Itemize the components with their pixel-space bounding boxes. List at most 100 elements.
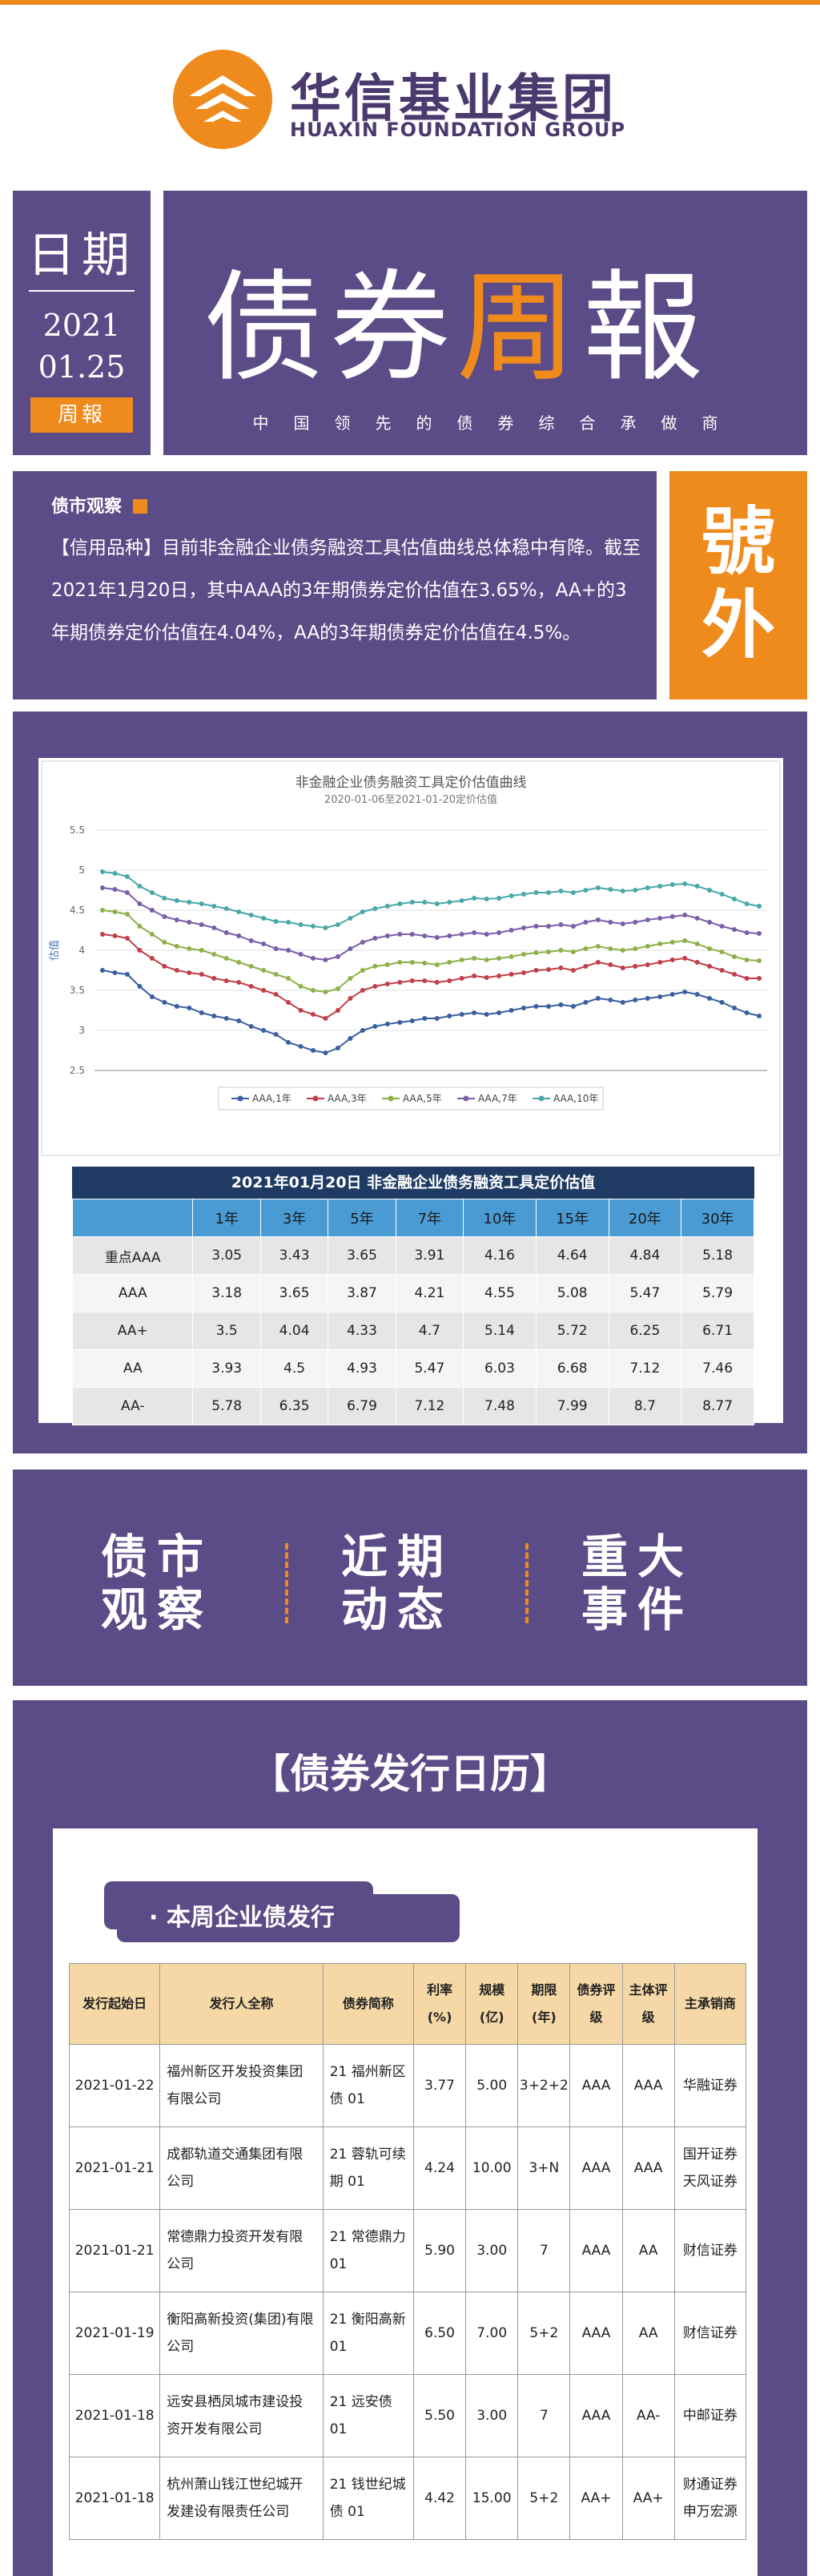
data-point — [545, 1004, 551, 1009]
data-point — [360, 1028, 365, 1033]
legend-label: AAA,5年 — [403, 1093, 442, 1104]
column-header: 7年 — [395, 1199, 464, 1237]
data-point — [335, 954, 340, 959]
data-point — [223, 978, 229, 983]
table-cell: 5.90 — [412, 2209, 467, 2292]
data-point — [335, 922, 340, 927]
data-point — [137, 924, 143, 929]
data-point — [199, 1010, 204, 1015]
table-cell: AA+ — [71, 1312, 194, 1350]
table-cell: 4.93 — [328, 1349, 396, 1388]
data-point — [496, 974, 502, 978]
data-point — [273, 992, 279, 997]
table-cell: 3.00 — [465, 2209, 519, 2292]
data-point — [521, 952, 527, 957]
data-point — [633, 888, 638, 893]
table-header-row: 1年 3年 5年 7年 10年 15年 20年 30年 — [71, 1199, 754, 1237]
data-point — [409, 960, 415, 965]
table-cell: 2021-01-18 — [68, 2374, 161, 2457]
table-cell: 4.55 — [463, 1274, 537, 1312]
data-point — [620, 1000, 625, 1005]
table-cell: 4.33 — [328, 1312, 396, 1350]
table-cell: 21 常德鼎力 01 — [322, 2209, 415, 2292]
data-point — [533, 950, 539, 955]
data-point — [286, 976, 291, 981]
y-tick-label: 5.5 — [70, 824, 85, 836]
valuation-table: 2021年01月20日 非金融企业债务融资工具定价估值 1年 3年 5年 7年 10年 1… — [71, 1167, 754, 1425]
date-month-day: 01.25 — [38, 349, 126, 385]
table-cell: AAA — [569, 2209, 623, 2292]
table-cell: 3.77 — [412, 2044, 467, 2127]
data-point — [199, 972, 204, 977]
data-point — [124, 890, 130, 895]
data-point — [397, 980, 403, 985]
table-cell: 3+N — [517, 2127, 571, 2210]
data-point — [360, 988, 365, 993]
data-point — [669, 940, 675, 945]
nav-label-line2: 事件 — [581, 1582, 693, 1637]
table-cell: 21 衡阳高新 01 — [322, 2292, 415, 2375]
data-point — [608, 920, 613, 925]
table-cell: 财信证券 — [673, 2209, 747, 2292]
table-cell: 7.99 — [535, 1387, 609, 1425]
table-cell: 2021-01-21 — [68, 2209, 161, 2292]
data-point — [508, 928, 514, 933]
legend-marker — [237, 1095, 243, 1102]
chart-card: 非金融企业债务融资工具定价估值曲线 2020-01-06至2021-01-20定价… — [38, 758, 783, 1425]
data-point — [187, 900, 192, 905]
table-row: 2021-01-21 常德鼎力投资开发有限公司 21 常德鼎力 01 5.90 3.00… — [68, 2209, 747, 2292]
data-point — [124, 874, 130, 879]
data-point — [162, 896, 167, 901]
data-point — [323, 990, 328, 994]
data-point — [558, 1002, 564, 1007]
table-cell: 3.5 — [192, 1312, 261, 1350]
table-cell: 衡阳高新投资(集团)有限公司 — [159, 2292, 324, 2375]
table-row: AA 3.93 4.5 4.93 5.47 6.03 6.68 7.12 7.46 — [71, 1349, 754, 1388]
nav-bond-observation[interactable]: 债市 观察 — [77, 1530, 237, 1636]
table-cell: AAA — [71, 1274, 194, 1312]
column-header: 发行人全称 — [159, 1963, 324, 2045]
data-point — [434, 901, 440, 906]
data-point — [335, 986, 340, 991]
data-point — [174, 944, 179, 949]
page-title: 债券周報 — [203, 231, 709, 405]
data-point — [608, 946, 613, 951]
data-point — [162, 964, 167, 969]
nav-major-events[interactable]: 重大 事件 — [557, 1530, 718, 1636]
data-point — [545, 967, 551, 972]
data-point — [298, 952, 303, 957]
table-row: AA- 5.78 6.35 6.79 7.12 7.48 7.99 8.7 8.77 — [71, 1387, 754, 1425]
data-point — [459, 1012, 464, 1017]
data-point — [645, 962, 650, 967]
data-point — [744, 1010, 750, 1015]
data-point — [583, 964, 589, 969]
data-point — [608, 887, 613, 892]
nav-recent-news[interactable]: 近期 动态 — [317, 1530, 477, 1636]
table-cell: 5.08 — [535, 1274, 609, 1312]
table-row: AAA 3.18 3.65 3.87 4.21 4.55 5.08 5.47 5.79 — [71, 1274, 754, 1312]
table-cell: 4.84 — [608, 1236, 682, 1275]
data-point — [286, 920, 291, 925]
title-part-a: 债券 — [203, 259, 457, 398]
data-point — [261, 1028, 267, 1033]
data-point — [558, 948, 564, 953]
data-point — [447, 1014, 452, 1018]
table-cell: AAA — [621, 2127, 675, 2210]
data-point — [149, 908, 155, 913]
data-point — [100, 885, 105, 890]
table-cell: 5.72 — [535, 1312, 609, 1350]
data-point — [261, 916, 267, 921]
table-cell: 8.77 — [681, 1387, 754, 1425]
company-logo-icon — [173, 50, 272, 149]
data-point — [422, 978, 428, 983]
data-point — [484, 975, 489, 980]
data-point — [137, 884, 143, 889]
brand-name-cn: 华信基业集团 — [290, 70, 617, 129]
valuation-line-chart: 非金融企业债务融资工具定价估值曲线 2020-01-06至2021-01-20定价… — [41, 760, 781, 1156]
data-point — [719, 892, 725, 897]
data-point — [100, 968, 105, 973]
data-point — [484, 932, 489, 937]
observation-text: 【信用品种】目前非金融企业债务融资工具估值曲线总体稳中有降。截至2021年1月2… — [51, 538, 641, 643]
data-point — [397, 960, 403, 965]
data-point — [311, 956, 316, 961]
